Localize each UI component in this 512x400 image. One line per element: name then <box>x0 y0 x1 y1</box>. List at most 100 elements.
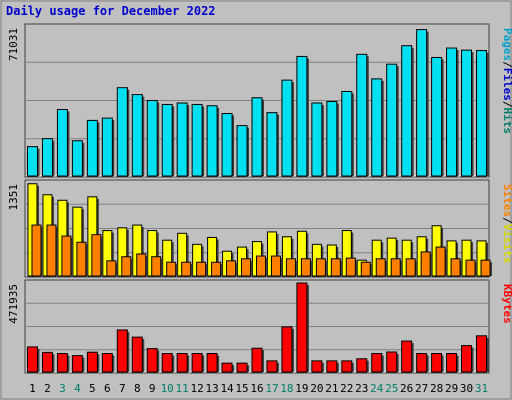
bar-sites-day-16 <box>256 255 266 277</box>
x-tick-label-8: 8 <box>134 382 141 395</box>
bar-hits-day-30 <box>461 49 473 177</box>
bar-kbytes-day-2 <box>41 351 53 373</box>
bar-hits-day-8 <box>131 94 143 177</box>
x-tick-label-29: 29 <box>445 382 458 395</box>
bar-sites-day-30 <box>465 259 476 277</box>
bar-sites-day-6 <box>106 260 117 277</box>
bar-sites-day-19 <box>300 258 311 277</box>
bar-hits-day-26 <box>401 45 413 177</box>
bar-hits-day-27 <box>416 29 428 177</box>
bar-kbytes-day-29 <box>446 353 458 373</box>
bar-kbytes-day-13 <box>206 353 218 373</box>
bar-kbytes-day-24 <box>371 353 383 373</box>
bar-sites-day-8 <box>136 253 147 277</box>
bar-sites-day-11 <box>181 261 192 277</box>
bar-hits-day-4 <box>71 140 83 177</box>
bar-hits-day-13 <box>206 105 218 177</box>
bar-sites-day-22 <box>345 257 356 277</box>
bar-sites-day-31 <box>480 259 491 277</box>
bar-kbytes-day-30 <box>461 345 473 373</box>
legend-part: Visits <box>501 224 512 264</box>
bar-kbytes-day-17 <box>266 360 278 373</box>
x-tick-label-15: 15 <box>235 382 248 395</box>
x-tick-label-9: 9 <box>149 382 156 395</box>
panel-1-max-label: 71031 <box>7 28 20 61</box>
legend-part: Pages <box>501 28 512 61</box>
x-tick-label-13: 13 <box>205 382 218 395</box>
bar-hits-day-12 <box>191 103 203 177</box>
x-tick-label-12: 12 <box>191 382 204 395</box>
bar-hits-day-2 <box>41 138 53 177</box>
bar-kbytes-day-21 <box>326 360 338 373</box>
x-tick-label-10: 10 <box>161 382 174 395</box>
x-tick-label-3: 3 <box>59 382 66 395</box>
bar-hits-day-5 <box>86 119 98 177</box>
bar-hits-day-22 <box>341 90 353 177</box>
legend-part: / <box>501 61 512 68</box>
legend-part: Hits <box>501 108 512 135</box>
bar-sites-day-5 <box>91 234 102 277</box>
bar-kbytes-day-31 <box>476 335 488 373</box>
x-tick-label-27: 27 <box>415 382 428 395</box>
bar-hits-day-17 <box>266 112 278 177</box>
x-tick-label-5: 5 <box>89 382 96 395</box>
bar-sites-day-27 <box>420 251 431 277</box>
bar-sites-day-24 <box>375 258 386 277</box>
bar-hits-day-28 <box>431 56 443 177</box>
panel-1-legend: Pages/Files/Hits <box>501 28 512 134</box>
legend-part: / <box>501 101 512 108</box>
bar-hits-day-9 <box>146 99 158 177</box>
x-tick-label-2: 2 <box>44 382 51 395</box>
bar-hits-day-31 <box>476 50 488 177</box>
bar-kbytes-day-5 <box>86 351 98 373</box>
bar-hits-day-20 <box>311 102 323 177</box>
bar-sites-day-28 <box>435 246 446 277</box>
bar-sites-day-25 <box>390 258 401 277</box>
x-tick-label-20: 20 <box>310 382 323 395</box>
x-tick-label-7: 7 <box>119 382 126 395</box>
bar-kbytes-day-10 <box>161 353 173 373</box>
bar-kbytes-day-7 <box>116 329 128 373</box>
bar-kbytes-day-28 <box>431 353 443 373</box>
bar-kbytes-day-19 <box>296 282 308 373</box>
x-tick-label-25: 25 <box>385 382 398 395</box>
bar-kbytes-day-3 <box>56 353 68 373</box>
x-tick-label-23: 23 <box>355 382 368 395</box>
x-tick-label-18: 18 <box>280 382 293 395</box>
bar-sites-day-9 <box>151 256 162 277</box>
x-tick-label-28: 28 <box>430 382 443 395</box>
bar-kbytes-day-9 <box>146 348 158 373</box>
bar-kbytes-day-20 <box>311 360 323 373</box>
bar-sites-day-18 <box>285 258 296 277</box>
bar-sites-day-4 <box>76 241 87 277</box>
bar-kbytes-day-15 <box>236 362 248 373</box>
bar-kbytes-day-22 <box>341 360 353 373</box>
legend-part: KBytes <box>501 284 512 324</box>
x-tick-label-4: 4 <box>74 382 81 395</box>
bar-hits-day-11 <box>176 102 188 177</box>
bar-kbytes-day-4 <box>71 355 83 373</box>
bar-sites-day-17 <box>270 255 281 277</box>
x-tick-label-26: 26 <box>400 382 413 395</box>
bar-kbytes-day-14 <box>221 362 233 373</box>
bar-sites-day-14 <box>226 260 237 277</box>
x-tick-label-19: 19 <box>295 382 308 395</box>
bar-hits-day-16 <box>251 97 263 177</box>
x-tick-label-24: 24 <box>370 382 384 395</box>
bar-hits-day-23 <box>356 53 368 177</box>
bar-sites-day-15 <box>241 258 252 277</box>
bar-hits-day-3 <box>56 109 68 177</box>
bar-hits-day-15 <box>236 125 248 177</box>
bar-sites-day-26 <box>405 258 416 277</box>
x-tick-label-11: 11 <box>176 382 189 395</box>
chart-title: Daily usage for December 2022 <box>6 4 216 18</box>
bar-hits-day-1 <box>26 146 38 177</box>
panel-3-max-label: 471935 <box>7 284 20 324</box>
x-tick-label-6: 6 <box>104 382 111 395</box>
bar-sites-day-2 <box>46 224 57 277</box>
x-tick-label-1: 1 <box>29 382 36 395</box>
bar-sites-day-12 <box>196 261 207 277</box>
bar-sites-day-10 <box>166 261 177 277</box>
